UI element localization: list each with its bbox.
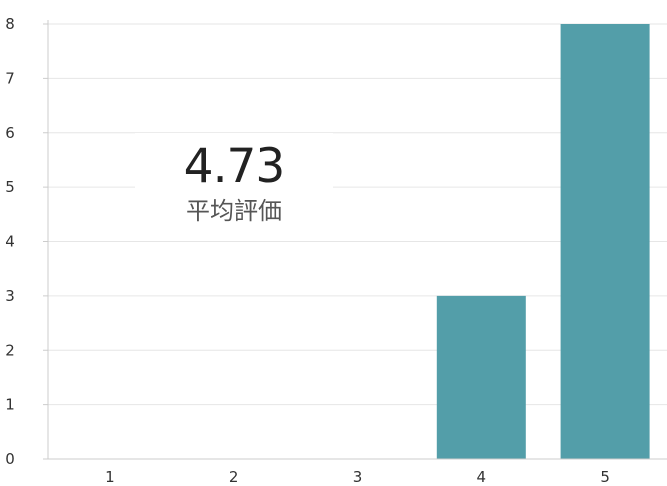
y-tick-label: 0 xyxy=(5,450,15,468)
bar-rating-5[interactable] xyxy=(560,24,650,459)
bar-rating-4[interactable] xyxy=(436,295,526,459)
x-tick-labels: 1 2 3 4 5 xyxy=(105,468,610,486)
x-tick-label: 1 xyxy=(105,468,115,486)
average-rating-summary: 4.73 平均評価 xyxy=(135,133,333,241)
y-tick-label: 4 xyxy=(5,233,15,251)
y-tick-label: 2 xyxy=(5,341,15,359)
x-tick-label: 3 xyxy=(353,468,363,486)
axes xyxy=(47,20,667,460)
x-tick-label: 2 xyxy=(229,468,239,486)
average-rating-label: 平均評価 xyxy=(186,197,282,225)
x-tick-label: 4 xyxy=(477,468,487,486)
y-tick-label: 1 xyxy=(5,396,15,414)
y-tick-label: 7 xyxy=(5,69,15,87)
x-tick-label: 5 xyxy=(600,468,610,486)
y-tick-label: 5 xyxy=(5,178,15,196)
average-rating-value: 4.73 xyxy=(183,139,286,194)
y-tick-label: 6 xyxy=(5,124,15,142)
bars xyxy=(436,24,650,459)
y-tick-label: 8 xyxy=(5,15,15,33)
y-tick-labels: 0 1 2 3 4 5 6 7 8 xyxy=(5,15,15,468)
y-tick-label: 3 xyxy=(5,287,15,305)
